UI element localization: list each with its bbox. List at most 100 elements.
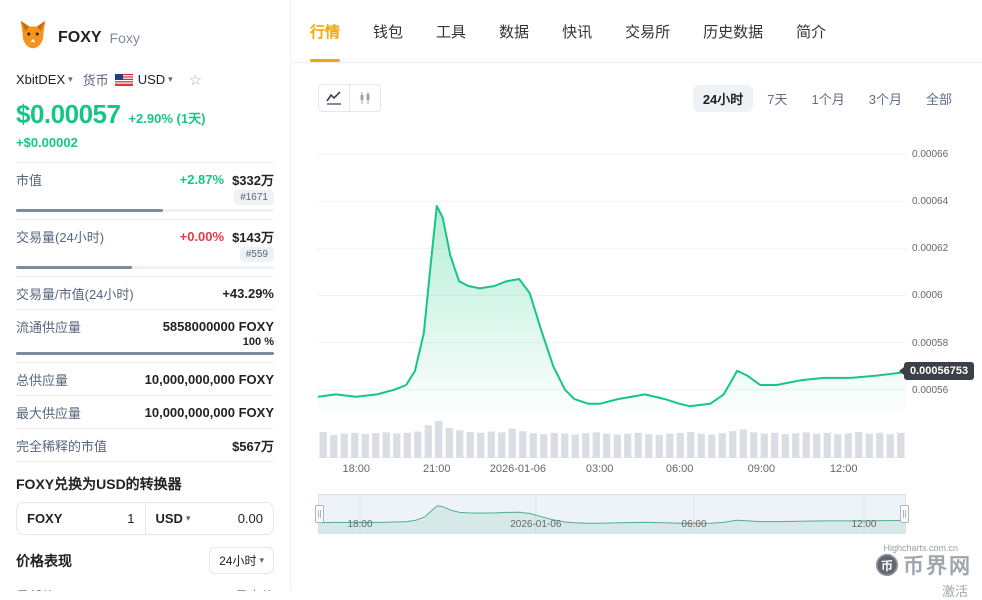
supply-percent: 100 % — [242, 336, 274, 348]
converter-to-input[interactable]: 0.00 — [237, 511, 263, 526]
price-chart[interactable] — [317, 140, 907, 458]
high-price-label: 最高价 — [235, 586, 274, 591]
performance-period-value: 24小时 — [219, 554, 257, 568]
navigator-axis-label: 12:00 — [851, 519, 877, 530]
candlestick-chart-icon — [360, 92, 370, 104]
last-price-tooltip: 0.00056753 — [898, 361, 975, 380]
stat-value: 10,000,000,000 FOXY — [144, 404, 274, 420]
sidebar: FOXY Foxy XbitDEX ▾ 货币 USD ▾ — [0, 0, 291, 591]
stat-row-circulating-supply: 流通供应量 5858000000 FOXY 100 % — [16, 310, 274, 363]
tab-news[interactable]: 快讯 — [562, 23, 593, 41]
converter-from-cell: FOXY 1 — [17, 503, 146, 534]
site-watermark: 币 币界网 激活 — [876, 550, 972, 600]
performance-period-select[interactable]: 24小时 ▾ — [209, 547, 274, 574]
tab-historical-data[interactable]: 历史数据 — [703, 23, 764, 41]
range-3m-button[interactable]: 3个月 — [859, 85, 912, 112]
navigator-axis-label: 2026-01-06 — [510, 519, 562, 530]
price-line: $0.00057 +2.90% (1天) — [16, 99, 274, 130]
price-range-labels: 最低价 最高价 — [16, 586, 274, 591]
x-axis-label: 06:00 — [665, 463, 694, 475]
stat-progress-fill — [16, 209, 164, 212]
converter-to-cell: USD ▾ 0.00 — [146, 503, 274, 534]
stat-label: 流通供应量 — [16, 319, 82, 335]
chevron-down-icon: ▾ — [259, 555, 264, 565]
price-change-abs: +$0.00002 — [16, 135, 78, 150]
currency-select[interactable]: 货币 USD ▾ — [83, 70, 173, 89]
stat-change: +0.00% — [179, 228, 225, 244]
highcharts-credit[interactable]: Highcharts.com.cn — [883, 543, 958, 553]
chart-navigator[interactable]: 18:00 2026-01-06 06:00 12:00 — [315, 494, 909, 534]
low-price-label: 最低价 — [16, 586, 55, 591]
y-axis-label: 0.00056 — [912, 384, 949, 396]
line-chart-button[interactable] — [319, 85, 350, 111]
range-1m-button[interactable]: 1个月 — [802, 85, 855, 112]
exchange-name: XbitDEX — [16, 72, 66, 87]
navigator-right-handle[interactable] — [900, 505, 909, 523]
range-24h-button[interactable]: 24小时 — [692, 84, 754, 112]
range-all-button[interactable]: 全部 — [916, 85, 962, 112]
tab-about[interactable]: 简介 — [796, 23, 827, 41]
currency-label: 货币 — [82, 73, 109, 88]
stat-row-volume: 交易量(24小时) +0.00% $143万 #559 — [16, 220, 274, 277]
coin-header: FOXY Foxy — [16, 18, 274, 57]
rank-badge: #1671 — [234, 190, 274, 205]
navigator-left-handle[interactable] — [315, 505, 324, 523]
stat-progress-track — [16, 209, 274, 212]
bijie-logo-icon: 币 — [876, 554, 898, 576]
exchange-select[interactable]: XbitDEX ▾ — [16, 72, 73, 87]
x-axis: 18:00 21:00 2026-01-06 03:00 06:00 09:00 12:00 — [318, 463, 906, 477]
top-nav: 行情 钱包 工具 数据 快讯 交易所 历史数据 简介 — [292, 0, 982, 63]
converter: FOXY 1 USD ▾ 0.00 — [16, 502, 274, 535]
x-axis-label: 21:00 — [423, 463, 451, 475]
stat-label: 交易量/市值(24小时) — [16, 286, 134, 302]
change-pct: +2.90% — [128, 111, 173, 126]
x-axis-label: 09:00 — [747, 463, 776, 475]
navigator-svg — [318, 495, 906, 533]
stat-progress-fill — [16, 352, 274, 355]
converter-to-label: USD — [155, 511, 183, 526]
tab-exchanges[interactable]: 交易所 — [625, 23, 671, 41]
converter-currency-select[interactable]: USD ▾ — [156, 511, 191, 526]
chevron-down-icon: ▾ — [168, 74, 173, 84]
favorite-star-icon[interactable]: ☆ — [188, 71, 203, 89]
stat-value: 5858000000 FOXY — [162, 318, 274, 334]
change-period: (1天) — [176, 111, 206, 126]
y-axis-label: 0.00062 — [912, 243, 949, 255]
candlestick-chart-button[interactable] — [350, 85, 380, 111]
us-flag-icon — [114, 73, 133, 86]
converter-from-input[interactable]: 1 — [127, 511, 135, 526]
stat-label: 最大供应量 — [16, 405, 82, 421]
stat-row-volume-marketcap: 交易量/市值(24小时) +43.29% — [16, 277, 274, 310]
chart-controls: 24小时 7天 1个月 3个月 全部 — [318, 84, 962, 112]
stat-progress-track — [16, 266, 274, 269]
stat-label: 完全稀释的市值 — [16, 438, 108, 454]
tab-data[interactable]: 数据 — [499, 23, 530, 41]
tab-market[interactable]: 行情 — [310, 0, 341, 62]
main-content: 行情 钱包 工具 数据 快讯 交易所 历史数据 简介 — [292, 0, 982, 599]
chevron-down-icon: ▾ — [185, 513, 191, 523]
navigator-axis-label: 06:00 — [681, 519, 707, 530]
bijie-logo-glyph: 币 — [880, 558, 893, 573]
currency-code: USD — [137, 72, 166, 87]
stat-value: 10,000,000,000 FOXY — [144, 371, 274, 387]
x-axis-label: 03:00 — [585, 463, 614, 475]
stat-value: +43.29% — [222, 285, 274, 301]
stat-row-market-cap: 市值 +2.87% $332万 #1671 — [16, 163, 274, 220]
price-change-pct: +2.90% (1天) — [128, 108, 205, 127]
tab-wallet[interactable]: 钱包 — [373, 23, 404, 41]
x-axis-label: 2026-01-06 — [489, 463, 547, 475]
converter-from-label: FOXY — [27, 511, 63, 526]
y-axis-label: 0.0006 — [912, 290, 943, 302]
tab-tools[interactable]: 工具 — [436, 23, 467, 41]
x-axis-label: 18:00 — [342, 463, 370, 475]
y-axis: 0.00056 0.00058 0.0006 0.00062 0.00064 0.0006… — [912, 140, 970, 458]
x-axis-label: 12:00 — [829, 463, 858, 475]
y-axis-label: 0.00064 — [912, 196, 949, 208]
time-range-selector: 24小时 7天 1个月 3个月 全部 — [692, 84, 962, 112]
range-7d-button[interactable]: 7天 — [757, 85, 797, 112]
coin-subtitle: Foxy — [109, 29, 140, 46]
current-price: $0.00057 — [16, 99, 121, 129]
coin-logo — [16, 18, 50, 57]
stat-progress-track — [16, 352, 274, 355]
navigator-axis-label: 18:00 — [347, 519, 373, 530]
